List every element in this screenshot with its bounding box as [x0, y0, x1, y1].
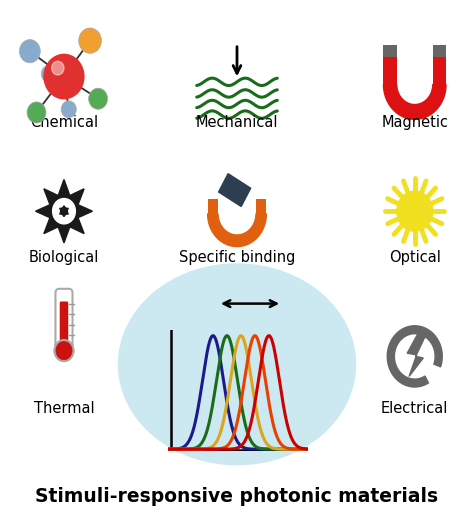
Text: Optical: Optical — [389, 250, 441, 265]
Circle shape — [61, 101, 76, 118]
Text: Magnetic: Magnetic — [381, 115, 448, 130]
Polygon shape — [36, 180, 92, 243]
Polygon shape — [407, 334, 425, 376]
Text: Chemical: Chemical — [30, 115, 98, 130]
Text: Mechanical: Mechanical — [196, 115, 278, 130]
Circle shape — [58, 215, 63, 221]
FancyBboxPatch shape — [433, 57, 446, 84]
Polygon shape — [383, 84, 446, 119]
Text: Thermal: Thermal — [34, 401, 94, 416]
Circle shape — [41, 65, 56, 82]
FancyBboxPatch shape — [208, 199, 218, 214]
Circle shape — [55, 340, 73, 361]
FancyBboxPatch shape — [433, 45, 446, 57]
Circle shape — [55, 209, 59, 214]
Text: Biological: Biological — [29, 250, 99, 265]
Polygon shape — [219, 174, 251, 206]
Circle shape — [27, 102, 46, 123]
FancyBboxPatch shape — [383, 57, 397, 84]
FancyBboxPatch shape — [383, 45, 397, 57]
Circle shape — [53, 199, 75, 224]
Circle shape — [58, 202, 63, 207]
FancyBboxPatch shape — [55, 289, 73, 353]
FancyBboxPatch shape — [60, 301, 68, 349]
Circle shape — [44, 54, 84, 99]
Ellipse shape — [118, 264, 356, 465]
Polygon shape — [387, 326, 442, 387]
Circle shape — [65, 202, 70, 207]
FancyBboxPatch shape — [256, 199, 266, 214]
Text: Stimuli-responsive photonic materials: Stimuli-responsive photonic materials — [36, 487, 438, 506]
Circle shape — [19, 40, 40, 63]
Circle shape — [65, 215, 70, 221]
Text: Electrical: Electrical — [381, 401, 448, 416]
Circle shape — [89, 88, 108, 109]
Circle shape — [397, 191, 433, 231]
Circle shape — [59, 206, 69, 216]
Circle shape — [79, 28, 101, 53]
Polygon shape — [208, 214, 266, 247]
Circle shape — [69, 209, 73, 214]
Circle shape — [52, 61, 64, 75]
Text: Specific binding: Specific binding — [179, 250, 295, 265]
